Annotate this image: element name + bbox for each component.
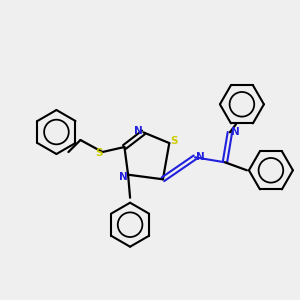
Text: S: S <box>96 148 103 158</box>
Text: N: N <box>196 152 204 162</box>
Text: N: N <box>134 126 143 136</box>
Text: N: N <box>119 172 128 182</box>
Text: S: S <box>170 136 178 146</box>
Text: N: N <box>230 127 239 137</box>
